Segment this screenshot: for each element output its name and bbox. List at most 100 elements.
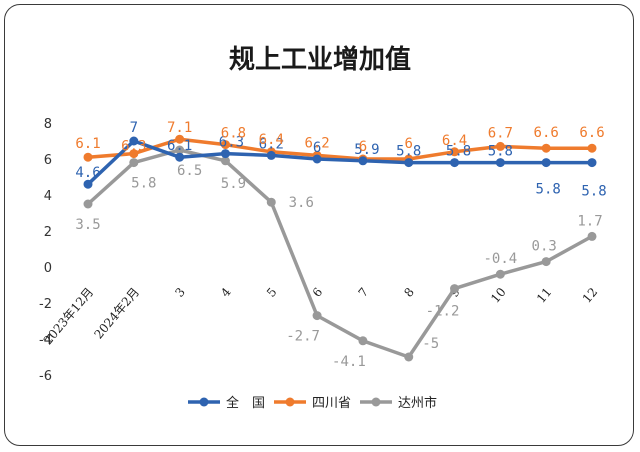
data-label-0-2: 6.1 — [167, 138, 192, 154]
chart-title: 规上工业增加值 — [229, 44, 411, 75]
data-label-1-0: 6.1 — [75, 136, 100, 152]
data-point-0-6 — [358, 156, 368, 166]
data-label-0-10: 5.8 — [536, 182, 561, 198]
data-label-1-2: 7.1 — [167, 120, 192, 136]
data-point-2-5 — [312, 311, 322, 321]
data-point-2-10 — [541, 257, 551, 267]
data-label-2-8: -1.2 — [426, 304, 460, 320]
data-point-1-0 — [83, 152, 93, 162]
data-label-0-3: 6.3 — [219, 135, 244, 151]
data-label-2-6: -4.1 — [332, 354, 366, 370]
data-point-0-1 — [129, 136, 139, 146]
data-point-2-4 — [266, 197, 276, 207]
legend-swatch-marker-2 — [371, 397, 381, 407]
data-point-0-7 — [404, 158, 414, 168]
data-point-0-11 — [587, 158, 597, 168]
y-tick-label: -6 — [39, 369, 52, 384]
legend-swatch-marker-0 — [199, 397, 209, 407]
data-point-0-3 — [220, 149, 230, 159]
data-point-0-8 — [450, 158, 460, 168]
data-label-2-10: 0.3 — [532, 239, 557, 255]
data-point-2-9 — [495, 269, 505, 279]
data-label-2-2: 6.5 — [177, 163, 202, 179]
legend-label-2: 达州市 — [398, 395, 437, 411]
data-label-2-1: 5.8 — [131, 176, 156, 192]
x-tick-label: 12 — [580, 285, 601, 306]
y-tick-label: 0 — [44, 261, 52, 276]
data-point-2-7 — [404, 352, 414, 362]
data-label-0-0: 4.6 — [75, 165, 100, 181]
series-line-2 — [86, 148, 594, 359]
data-label-1-11: 6.6 — [579, 125, 604, 141]
data-label-1-10: 6.6 — [534, 125, 559, 141]
x-tick-label: 6 — [310, 285, 326, 300]
y-tick-label: 4 — [44, 189, 52, 204]
x-tick-label: 3 — [172, 285, 188, 300]
series-points — [83, 134, 597, 362]
data-point-2-6 — [358, 336, 368, 346]
x-tick-label: 8 — [401, 285, 417, 300]
data-label-1-5: 6.2 — [304, 135, 329, 151]
legend-label-0: 全 国 — [226, 395, 265, 411]
y-tick-label: 8 — [44, 117, 52, 132]
y-axis: 8 6 4 2 0 -2 -4 -6 — [39, 117, 52, 384]
data-point-1-1 — [129, 149, 139, 159]
data-point-1-10 — [541, 143, 551, 153]
x-tick-label: 2023年12月 — [41, 285, 97, 347]
legend: 全 国 四川省 达州市 — [188, 395, 437, 411]
data-point-0-0 — [83, 179, 93, 189]
data-label-1-9: 6.7 — [488, 125, 513, 141]
data-label-0-6: 5.9 — [354, 142, 379, 158]
data-point-2-2 — [175, 145, 185, 155]
data-point-2-11 — [587, 231, 597, 241]
data-label-2-7: -5 — [422, 336, 439, 352]
data-point-0-10 — [541, 158, 551, 168]
data-label-2-9: -0.4 — [484, 251, 518, 267]
y-tick-label: -2 — [39, 297, 52, 312]
series-lines — [86, 137, 594, 359]
x-tick-label: 5 — [264, 285, 280, 300]
data-point-2-3 — [220, 156, 230, 166]
data-label-0-5: 6 — [313, 140, 321, 156]
data-label-0-8: 5.8 — [446, 144, 471, 160]
data-label-1-4: 6.4 — [259, 132, 284, 148]
data-point-0-5 — [312, 154, 322, 164]
data-point-1-11 — [587, 143, 597, 153]
x-tick-label: 2024年2月 — [91, 285, 142, 342]
data-label-0-1: 7 — [130, 120, 138, 136]
data-label-1-1: 6.3 — [121, 139, 146, 155]
data-point-2-1 — [129, 158, 139, 168]
series-line-1 — [86, 137, 594, 161]
legend-swatch-marker-1 — [285, 397, 295, 407]
data-point-2-0 — [83, 199, 93, 209]
data-label-2-11: 1.7 — [577, 213, 602, 229]
data-label-1-7: 6 — [405, 136, 413, 152]
data-label-0-9: 5.8 — [488, 144, 513, 160]
data-point-1-9 — [495, 141, 505, 151]
data-label-0-11: 5.8 — [581, 184, 606, 200]
data-point-0-2 — [175, 152, 185, 162]
data-point-0-4 — [266, 150, 276, 160]
x-tick-label: 7 — [356, 285, 372, 300]
data-label-1-3: 6.8 — [221, 126, 246, 142]
data-point-2-8 — [450, 284, 460, 294]
data-label-0-4: 6.2 — [259, 136, 284, 152]
data-label-0-7: 5.8 — [396, 144, 421, 160]
data-label-2-3: 5.9 — [221, 176, 246, 192]
data-label-1-8: 6.4 — [442, 133, 467, 149]
y-tick-label: -4 — [39, 333, 52, 348]
data-labels: 4.676.1 6.3 6.2 6 5.9 5.8 5.8 5.85.8 5.86.1 6.37.… — [75, 120, 606, 370]
y-tick-label: 6 — [44, 153, 52, 168]
data-label-2-0: 3.5 — [75, 217, 100, 233]
legend-label-1: 四川省 — [312, 396, 351, 411]
x-tick-label: 4 — [218, 285, 234, 300]
data-point-1-8 — [450, 147, 460, 157]
series-line-0 — [86, 139, 594, 186]
chart-frame — [4, 4, 634, 446]
data-label-2-5: -2.7 — [286, 329, 320, 345]
data-point-1-2 — [175, 134, 185, 144]
data-point-1-3 — [220, 140, 230, 150]
x-tick-label: 10 — [488, 285, 509, 306]
data-label-2-4: 3.6 — [289, 195, 314, 211]
